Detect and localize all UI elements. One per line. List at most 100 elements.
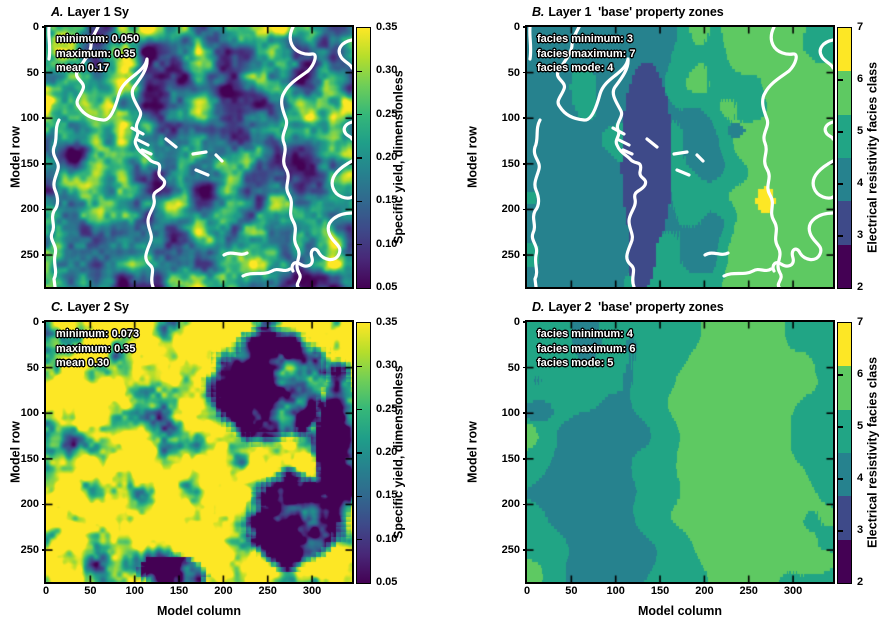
colorbar-tick-label: 0.35	[376, 316, 398, 328]
y-tick-mark	[42, 26, 46, 28]
y-tick-label: 250	[501, 544, 520, 557]
colorbar-segments	[838, 322, 851, 583]
colorbar-tick-label: 5	[857, 420, 864, 432]
y-tick-mark	[42, 117, 46, 120]
colorbar	[356, 27, 371, 289]
panel-title: B. Layer 1 'base' property zones	[532, 5, 724, 19]
y-tick-label: 250	[501, 249, 520, 262]
colorbar-tick-label: 0.15	[376, 489, 398, 502]
y-tick-mark	[42, 321, 46, 323]
y-tick-label: 150	[20, 452, 39, 465]
panel-title: A. Layer 1 Sy	[51, 5, 129, 19]
stats-annotation: facies minimum: 3 facies maximum: 7 faci…	[537, 32, 635, 76]
y-tick-label: 50	[26, 361, 39, 374]
colorbar-class-segment	[838, 539, 851, 583]
panel-title-text: Layer 2 'base' property zones	[548, 300, 724, 314]
panel-title-text: Layer 1 Sy	[67, 5, 129, 19]
colorbar-tick-mark	[357, 538, 362, 541]
y-tick-mark	[523, 117, 527, 120]
panel-letter: C.	[51, 300, 64, 314]
annotation-line: maximum: 0.35	[56, 47, 136, 60]
colorbar-tick-mark	[838, 478, 843, 480]
x-tick-label: 150	[650, 585, 670, 597]
y-tick-label: 0	[32, 21, 39, 33]
colorbar-tick-mark	[357, 70, 362, 73]
x-tick-label: 0	[42, 585, 50, 597]
y-tick-label: 50	[26, 66, 39, 79]
y-tick-mark	[523, 503, 527, 506]
annotation-line: minimum: 0.073	[56, 328, 140, 340]
y-tick-label: 100	[20, 407, 39, 420]
annotation-line: facies minimum: 4	[537, 328, 633, 340]
colorbar-tick-label: 6	[857, 73, 864, 85]
colorbar-class-segment	[838, 452, 851, 497]
colorbar-tick-mark	[357, 243, 362, 246]
panel-a: A. Layer 1 Sy minimum: 0.050 maximum: 0.3…	[9, 5, 406, 293]
plot-border-a	[44, 25, 354, 289]
annotation-line: mean 0.17	[56, 62, 110, 74]
colorbar-tick-label: 7	[857, 21, 864, 33]
colorbar-tick-label: 2	[857, 281, 864, 293]
colorbar-class-segment	[838, 244, 851, 288]
y-tick-label: 150	[501, 157, 520, 170]
y-tick-label: 250	[20, 544, 39, 557]
y-tick-label: 50	[507, 361, 520, 374]
panel-letter: D.	[532, 300, 545, 314]
y-tick-mark	[523, 208, 527, 211]
colorbar-tick-label: 0.15	[376, 194, 398, 207]
colorbar-class-segment	[838, 27, 851, 72]
panel-c: C. Layer 2 Sy minimum: 0.073 maximum: 0.3…	[9, 300, 406, 618]
colorbar-class-segment	[838, 495, 851, 540]
x-tick-label: 250	[258, 585, 277, 597]
annotation-line: facies maximum: 7	[537, 47, 636, 60]
y-tick-mark	[523, 321, 527, 323]
colorbar-tick-mark	[357, 452, 362, 454]
colorbar-tick-label: 6	[857, 368, 864, 380]
y-tick-label: 0	[513, 316, 520, 328]
plot-border-b	[525, 25, 835, 289]
colorbar-tick-mark	[357, 408, 362, 411]
colorbar-tick-label: 4	[857, 177, 864, 189]
colorbar-tick-mark	[838, 426, 843, 428]
colorbar-tick-mark	[357, 495, 362, 498]
colorbar-tick-mark	[838, 235, 843, 237]
stats-annotation: minimum: 0.050 maximum: 0.35 mean 0.17	[56, 32, 139, 76]
colorbar-tick-label: 3	[857, 524, 864, 536]
stats-annotation: facies minimum: 4 facies maximum: 6 faci…	[537, 327, 635, 371]
colorbar-tick-label: 0.30	[376, 64, 398, 77]
annotation-line: facies mode: 4	[537, 62, 614, 74]
x-tick-label: 50	[565, 585, 578, 597]
x-tick-label: 200	[695, 585, 714, 597]
colorbar-tick-label: 0.20	[376, 151, 398, 163]
y-tick-label: 50	[507, 66, 520, 79]
y-tick-label: 100	[501, 407, 520, 420]
y-tick-label: 200	[501, 203, 520, 216]
colorbar-tick-mark	[357, 365, 362, 368]
plot-border-c	[44, 320, 354, 584]
colorbar-tick-label: 0.25	[376, 402, 398, 415]
colorbar-label: Electrical resistivity facies class	[865, 356, 880, 548]
annotation-line: mean 0.30	[56, 357, 110, 369]
y-tick-mark	[523, 458, 527, 460]
colorbar-class-segment	[838, 157, 851, 202]
stats-annotation: minimum: 0.073 maximum: 0.35 mean 0.30	[56, 327, 139, 371]
colorbar-tick-label: 0.05	[376, 281, 398, 293]
colorbar-tick-label: 5	[857, 125, 864, 137]
colorbar-tick-label: 0.30	[376, 359, 398, 372]
colorbar-gradient	[357, 323, 370, 583]
colorbar-class-segment	[838, 322, 851, 367]
y-tick-mark	[42, 458, 46, 460]
colorbar-tick-mark	[838, 530, 843, 532]
colorbar	[356, 322, 371, 584]
panel-title-text: Layer 1 'base' property zones	[548, 5, 724, 19]
y-tick-mark	[42, 208, 46, 211]
y-tick-label: 150	[20, 157, 39, 170]
y-tick-mark	[523, 71, 527, 74]
x-tick-label: 300	[783, 585, 803, 597]
colorbar-class-segment	[838, 200, 851, 245]
colorbar-tick-label: 0.05	[376, 576, 398, 588]
colorbar-tick-label: 0.10	[376, 532, 398, 545]
colorbar-tick-mark	[357, 157, 362, 159]
colorbar-class-segment	[838, 70, 851, 115]
